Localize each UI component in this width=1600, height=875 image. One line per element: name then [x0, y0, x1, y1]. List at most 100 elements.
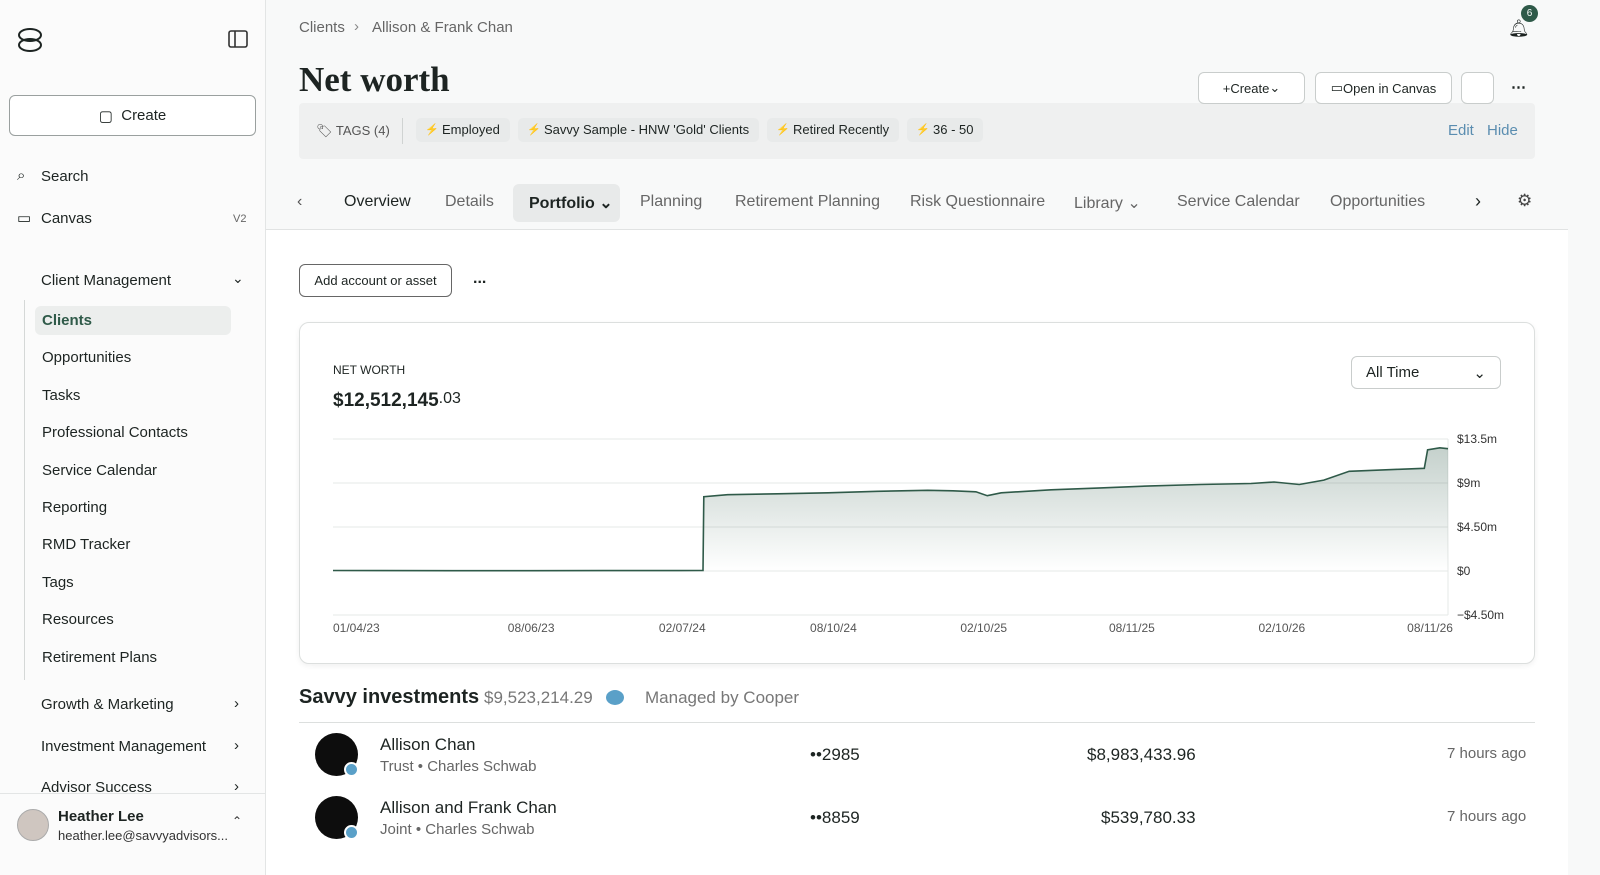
logo [18, 28, 42, 52]
y-tick-label: $13.5m [1457, 432, 1497, 446]
icon-button[interactable] [1461, 72, 1494, 104]
tag[interactable]: Savvy Sample - HNW 'Gold' Clients [518, 118, 760, 142]
nav-subitem[interactable]: Service Calendar [42, 461, 158, 479]
create-button[interactable]: ▢ Create [9, 95, 256, 136]
header-button[interactable]: ▭ Open in Canvas [1315, 72, 1452, 104]
nav-icon: ⌕ [17, 167, 26, 184]
x-tick-label: 01/04/23 [333, 621, 380, 635]
net-worth-total: $12,512,145.03 [333, 390, 461, 412]
nav-badge: V2 [233, 213, 247, 225]
edit-link[interactable]: Edit [1448, 122, 1474, 139]
breadcrumb[interactable]: Clients [299, 19, 345, 36]
account-time: 7 hours ago [1447, 807, 1527, 825]
chart-label: NET WORTH [333, 363, 406, 377]
y-tick-label: $0 [1457, 564, 1471, 578]
divider [299, 722, 1535, 723]
group-line [24, 300, 25, 680]
page-title: Net worth [299, 60, 450, 99]
nav-item[interactable]: Growth & Marketing [41, 696, 174, 713]
chevron: › [234, 736, 239, 754]
tab[interactable]: Risk Questionnaire [910, 193, 1046, 210]
account-name[interactable]: Allison Chan [380, 735, 476, 754]
tab[interactable]: Details [445, 193, 494, 210]
nav-item[interactable]: Investment Management [41, 737, 207, 755]
breadcrumb-sep: › [354, 18, 359, 35]
nav-item[interactable]: Search [41, 168, 89, 185]
chevron: › [234, 778, 239, 795]
account-amount: $539,780.33 [1101, 807, 1196, 827]
text: TAGS (4) [335, 123, 390, 138]
line [332, 446, 1449, 572]
nav-subitem[interactable]: Resources [42, 611, 114, 629]
account-badge [344, 824, 359, 840]
x-tick-label: 02/07/24 [659, 621, 706, 635]
account-name[interactable]: Allison and Frank Chan [380, 797, 557, 817]
y-tick-label: −$4.50m [1457, 608, 1504, 622]
user-name: Heather Lee [58, 808, 144, 825]
chevron: ⌄ [1473, 364, 1486, 382]
nav-subitem[interactable]: Tasks [42, 386, 81, 404]
accounts-total: $9,523,214.29 [484, 688, 593, 707]
accounts-title: Savvy investments [299, 686, 480, 708]
active-tab-bg [513, 184, 620, 222]
header-button[interactable]: + Create ⌄ [1198, 72, 1305, 104]
x-tick-label: 08/11/26 [1407, 621, 1453, 635]
nav-item[interactable]: Canvas [41, 210, 92, 227]
group-label[interactable]: Client Management [41, 272, 172, 289]
label: All Time [1366, 364, 1420, 381]
nav-subitem[interactable]: Opportunities [42, 349, 132, 367]
sidebar: ▢ Create Heather Lee heather.lee@savvyad… [0, 0, 266, 875]
chart: −$4.50m $0 $4.50m $9m $13.5m 01/04/23 08/06/23… [332, 432, 1504, 635]
nav-subitem[interactable]: Reporting [42, 499, 108, 516]
label: Create [1230, 80, 1270, 96]
nav-subitem[interactable]: RMD Tracker [42, 536, 131, 554]
nav-item[interactable]: Advisor Success [41, 779, 152, 796]
tab[interactable]: Library ⌄ [1074, 195, 1141, 212]
nav-subitem[interactable]: Tags [42, 573, 74, 591]
tag[interactable]: Employed [416, 118, 510, 142]
chevron: ⌄ [232, 270, 244, 286]
tab[interactable]: Planning [640, 193, 703, 210]
account-sub: Joint • Charles Schwab [380, 820, 535, 838]
account-amount: $8,983,433.96 [1087, 745, 1196, 764]
y-tick-label: $9m [1457, 476, 1480, 490]
user-menu[interactable]: ⌃ [232, 814, 243, 828]
bell-icon[interactable]: 🔔︎ [1508, 19, 1530, 38]
label: Create [121, 107, 167, 124]
range-select[interactable]: All Time ⌄ [1351, 356, 1501, 389]
x-tick-label: 02/10/26 [1258, 621, 1305, 635]
tab[interactable]: Portfolio ⌄ [529, 195, 613, 212]
tabs-prev[interactable]: ‹ [297, 193, 303, 210]
divider [0, 793, 266, 794]
x-tick-label: 08/11/25 [1109, 621, 1155, 635]
nav-subitem[interactable]: Retirement Plans [42, 648, 158, 666]
user-email: heather.lee@savvyadvisors... [58, 828, 229, 843]
account-badge [344, 762, 359, 777]
nav-subitem[interactable]: Clients [42, 312, 93, 329]
tags-label: 🏷︎ TAGS (4) [316, 123, 390, 138]
more-button[interactable]: ⋯ [1511, 79, 1526, 96]
chevron: › [234, 695, 239, 712]
tag[interactable]: 36 - 50 [907, 118, 984, 142]
settings-icon[interactable]: ⚙︎ [1517, 191, 1533, 210]
tab[interactable]: Overview [344, 193, 411, 210]
tag[interactable]: Retired Recently [767, 118, 900, 142]
x-tick-label: 08/10/24 [810, 621, 857, 635]
tabs-next[interactable]: › [1475, 191, 1481, 211]
account-mask: ••2985 [810, 745, 860, 764]
more-button[interactable]: ... [473, 270, 487, 287]
account-sub: Trust • Charles Schwab [380, 758, 537, 775]
x-tick-label: 08/06/23 [508, 621, 555, 635]
active-item-bg [35, 306, 231, 335]
account-time: 7 hours ago [1447, 745, 1527, 762]
tab[interactable]: Retirement Planning [735, 193, 880, 210]
collapse-icon[interactable] [228, 30, 248, 48]
hide-link[interactable]: Hide [1487, 122, 1518, 139]
add-account-button[interactable]: Add account or asset [299, 264, 452, 297]
nav-subitem[interactable]: Professional Contacts [42, 424, 188, 442]
area [333, 447, 1448, 571]
tab[interactable]: Service Calendar [1177, 193, 1300, 210]
breadcrumb: Allison & Frank Chan [372, 19, 513, 36]
tab[interactable]: Opportunities [1330, 193, 1426, 210]
